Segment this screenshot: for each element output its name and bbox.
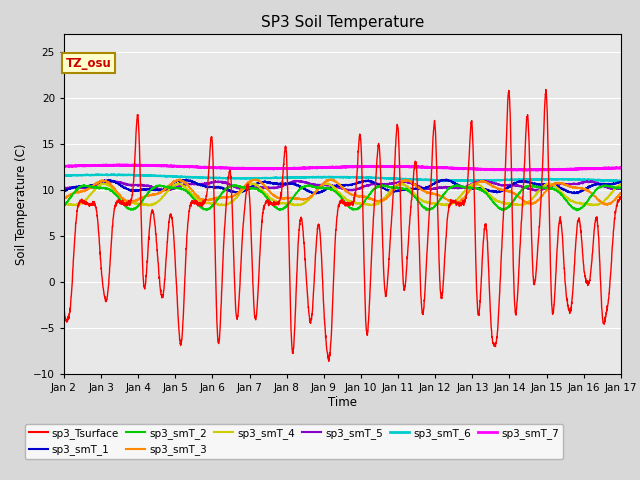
sp3_smT_5	[534, 188, 541, 194]
sp3_smT_4	[145, 203, 152, 209]
sp3_smT_1	[157, 187, 164, 192]
sp3_smT_6	[157, 173, 164, 179]
sp3_smT_1	[606, 182, 614, 188]
sp3_Tsurface	[542, 86, 550, 92]
sp3_smT_5	[481, 178, 488, 183]
Line: sp3_smT_3: sp3_smT_3	[64, 179, 621, 205]
sp3_smT_2	[298, 185, 306, 191]
Title: SP3 Soil Temperature: SP3 Soil Temperature	[260, 15, 424, 30]
sp3_smT_1	[124, 186, 131, 192]
sp3_smT_3	[326, 176, 334, 182]
sp3_smT_7	[617, 165, 625, 170]
sp3_smT_7	[524, 168, 531, 173]
Line: sp3_Tsurface: sp3_Tsurface	[64, 89, 621, 361]
sp3_smT_2	[617, 185, 625, 191]
sp3_Tsurface	[157, 288, 164, 294]
sp3_smT_1	[60, 189, 68, 194]
sp3_Tsurface	[298, 216, 305, 221]
sp3_smT_2	[60, 203, 68, 209]
X-axis label: Time: Time	[328, 396, 357, 409]
sp3_smT_2	[546, 186, 554, 192]
sp3_smT_7	[606, 166, 614, 171]
sp3_smT_5	[298, 179, 305, 185]
sp3_smT_7	[274, 166, 282, 172]
sp3_Tsurface	[617, 194, 625, 200]
sp3_smT_7	[157, 163, 164, 168]
Text: TZ_osu: TZ_osu	[66, 57, 111, 70]
Y-axis label: Soil Temperature (C): Soil Temperature (C)	[15, 143, 28, 265]
sp3_smT_6	[606, 178, 614, 183]
sp3_smT_4	[157, 196, 164, 202]
sp3_smT_6	[611, 178, 619, 184]
sp3_smT_5	[157, 187, 164, 192]
sp3_smT_3	[606, 201, 614, 206]
Line: sp3_smT_2: sp3_smT_2	[64, 185, 621, 211]
sp3_smT_2	[157, 182, 164, 188]
sp3_smT_4	[60, 201, 68, 206]
sp3_smT_5	[547, 183, 554, 189]
sp3_smT_3	[157, 189, 164, 195]
sp3_smT_3	[274, 195, 282, 201]
sp3_smT_5	[60, 186, 68, 192]
sp3_Tsurface	[547, 255, 554, 261]
Line: sp3_smT_5: sp3_smT_5	[64, 180, 621, 191]
sp3_smT_3	[604, 202, 611, 208]
sp3_smT_3	[546, 184, 554, 190]
Line: sp3_smT_6: sp3_smT_6	[64, 174, 621, 181]
sp3_smT_1	[313, 191, 321, 197]
Line: sp3_smT_7: sp3_smT_7	[64, 165, 621, 170]
sp3_smT_3	[617, 190, 625, 196]
sp3_smT_6	[546, 176, 554, 182]
sp3_smT_2	[573, 208, 580, 214]
sp3_smT_3	[124, 198, 131, 204]
sp3_smT_5	[124, 181, 131, 187]
sp3_smT_4	[547, 181, 554, 187]
sp3_smT_1	[617, 180, 625, 185]
sp3_smT_2	[606, 183, 614, 189]
sp3_smT_6	[298, 175, 306, 180]
sp3_smT_6	[617, 178, 625, 184]
Line: sp3_smT_4: sp3_smT_4	[64, 183, 621, 206]
sp3_smT_1	[547, 181, 554, 187]
sp3_smT_4	[174, 180, 182, 186]
Line: sp3_smT_1: sp3_smT_1	[64, 180, 621, 194]
sp3_smT_4	[298, 201, 306, 207]
sp3_Tsurface	[124, 203, 131, 208]
sp3_smT_1	[443, 177, 451, 182]
sp3_Tsurface	[606, 276, 614, 282]
Legend: sp3_Tsurface, sp3_smT_1, sp3_smT_2, sp3_smT_3, sp3_smT_4, sp3_smT_5, sp3_smT_6, : sp3_Tsurface, sp3_smT_1, sp3_smT_2, sp3_…	[25, 424, 563, 459]
sp3_smT_7	[298, 165, 306, 170]
sp3_smT_3	[298, 196, 305, 202]
sp3_smT_2	[274, 206, 282, 212]
sp3_Tsurface	[274, 200, 282, 206]
sp3_smT_5	[606, 185, 614, 191]
sp3_smT_3	[60, 196, 68, 202]
sp3_Tsurface	[60, 302, 68, 308]
sp3_smT_7	[547, 167, 554, 172]
sp3_smT_7	[60, 163, 68, 169]
sp3_smT_1	[298, 185, 305, 191]
sp3_smT_7	[132, 162, 140, 168]
sp3_smT_4	[617, 182, 625, 188]
sp3_smT_5	[617, 186, 625, 192]
sp3_smT_4	[124, 199, 131, 204]
sp3_smT_6	[60, 173, 68, 179]
sp3_smT_7	[124, 162, 131, 168]
sp3_smT_4	[274, 199, 282, 204]
sp3_smT_2	[231, 182, 239, 188]
sp3_Tsurface	[325, 359, 333, 364]
sp3_smT_4	[606, 192, 614, 198]
sp3_smT_5	[274, 184, 282, 190]
sp3_smT_2	[124, 204, 131, 210]
sp3_smT_6	[115, 171, 122, 177]
sp3_smT_1	[274, 181, 282, 187]
sp3_smT_6	[124, 172, 132, 178]
sp3_smT_6	[274, 175, 282, 180]
